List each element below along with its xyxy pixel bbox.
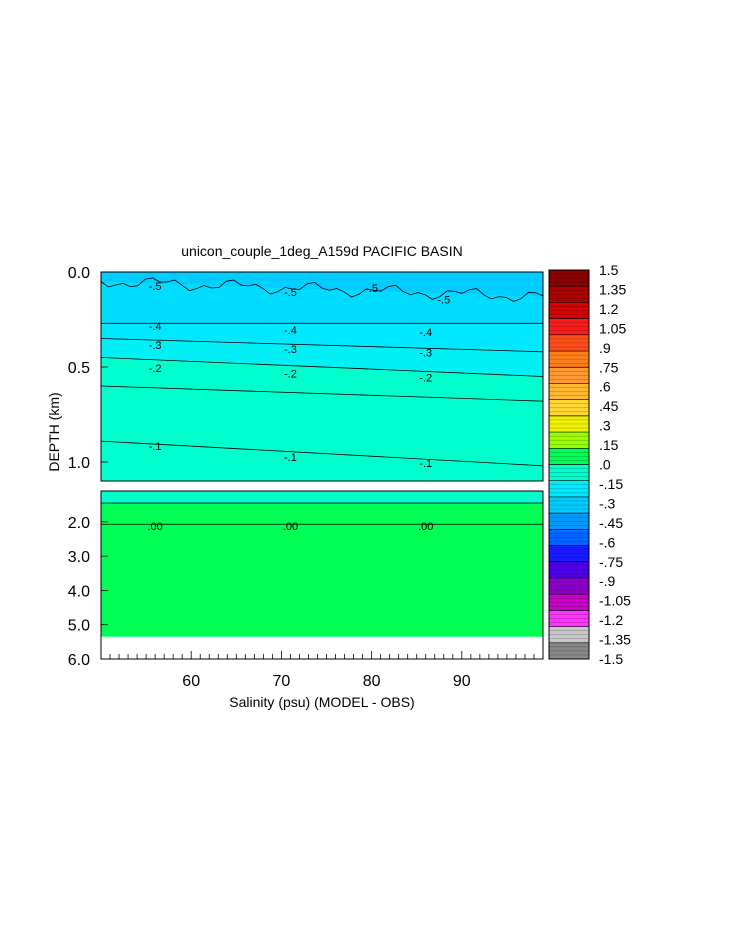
contour-label: -.2 (419, 372, 432, 384)
colorbar-label: -.75 (599, 554, 623, 570)
contour-line--.1 (100, 440, 544, 467)
contour-label: -.3 (284, 344, 297, 356)
contour-label: -.5 (284, 287, 297, 299)
contour-label: -.2 (284, 369, 297, 381)
colorbar-swatch (549, 561, 589, 578)
colorbar-label: .15 (599, 437, 619, 453)
colorbar-swatch (549, 513, 589, 530)
colorbar-swatch (549, 318, 589, 335)
colorbar-swatch (549, 399, 589, 416)
colorbar-swatch (549, 626, 589, 643)
contour-label: -.5 (149, 281, 162, 293)
contour-label: -.1 (419, 458, 432, 470)
y-tick-label: 0.5 (68, 360, 90, 377)
contour-label: -.4 (149, 321, 162, 333)
colorbar-swatch (549, 383, 589, 400)
x-tick-label: 80 (363, 673, 381, 690)
y-tick-label: 5.0 (68, 618, 90, 635)
contour-label: -.1 (284, 452, 297, 464)
colorbar-swatch (549, 270, 589, 287)
colorbar-label: 1.2 (599, 301, 619, 317)
colorbar-swatch (549, 594, 589, 611)
contour-label: -.3 (419, 348, 432, 360)
colorbar-swatch (549, 415, 589, 433)
contour-label: .00 (147, 521, 162, 533)
lower-panel-frame (100, 490, 544, 660)
contour-line--.5 (100, 277, 544, 302)
colorbar-label: -.9 (599, 573, 616, 589)
colorbar-label: .9 (599, 340, 611, 356)
colorbar-frame (548, 269, 590, 660)
colorbar-swatch (549, 351, 589, 368)
colorbar-swatch (549, 480, 589, 497)
y-tick-label: 0.0 (68, 265, 90, 282)
colorbar: 1.5 1.35 1.2 1.05 .9 .75 .6 .45 .3 .15 .0 -.15 -.3 -.… (548, 262, 631, 667)
colorbar-label: .6 (599, 379, 611, 395)
chart-title: unicon_couple_1deg_A159d PACIFIC BASIN (181, 243, 462, 259)
y-tick-label: 2.0 (68, 515, 90, 532)
colorbar-label: -.15 (599, 476, 623, 492)
contour-label: -.2 (149, 363, 162, 375)
x-tick-label: 90 (453, 673, 471, 690)
y-axis: 0.0 0.5 1.0 2.0 3.0 4.0 5.0 6.0 (68, 265, 108, 669)
x-tick-label: 70 (273, 673, 291, 690)
colorbar-swatch (549, 448, 589, 465)
colorbar-label: -1.35 (599, 632, 631, 648)
colorbar-label: 1.35 (599, 281, 626, 297)
upper-panel-frame (100, 271, 544, 482)
fill-band-0-to-0.15 (101, 491, 543, 637)
fill-band--.5 (101, 272, 543, 297)
fill-band-minus-0.15-to-0 (101, 491, 543, 503)
contour-line--.3 (100, 338, 544, 353)
colorbar-label: .3 (599, 418, 611, 434)
lower-panel: .00 .00 .00 (100, 490, 544, 660)
contour-label: .00 (418, 521, 433, 533)
colorbar-label: -1.2 (599, 612, 623, 628)
colorbar-swatch (549, 577, 589, 595)
y-tick-label: 4.0 (68, 583, 90, 600)
colorbar-swatch (549, 496, 589, 514)
colorbar-swatch (549, 545, 589, 562)
contour-label: .00 (283, 521, 298, 533)
x-axis: 60 70 80 90 (109, 651, 535, 690)
colorbar-label: .45 (599, 398, 619, 414)
contour-line--.2 (100, 357, 544, 377)
colorbar-swatch (549, 610, 589, 627)
upper-panel: -.5 -.5 -.5 -.5 -.4 -.4 -.4 -.3 -.3 -.3 -.2 -.2 -.2 -… (100, 271, 544, 482)
colorbar-label: -.6 (599, 534, 616, 550)
contour-label: -.4 (284, 325, 297, 337)
colorbar-swatch (549, 464, 589, 481)
colorbar-label: 1.5 (599, 262, 619, 278)
colorbar-label: -1.5 (599, 651, 623, 667)
colorbar-label: -.3 (599, 495, 616, 511)
contour-line-intermediate (100, 385, 544, 402)
colorbar-swatch (549, 302, 589, 319)
contour-label: -.1 (149, 441, 162, 453)
colorbar-label: .0 (599, 457, 611, 473)
contour-label: -.3 (149, 340, 162, 352)
colorbar-swatch (549, 367, 589, 384)
y-tick-label: 6.0 (68, 652, 90, 669)
y-tick-label: 1.0 (68, 455, 90, 472)
x-tick-label: 60 (182, 673, 200, 690)
colorbar-label: .75 (599, 359, 619, 375)
y-tick-label: 3.0 (68, 549, 90, 566)
colorbar-swatch (549, 286, 589, 303)
colorbar-swatch (549, 529, 589, 546)
colorbar-swatch (549, 334, 589, 352)
colorbar-label: -.45 (599, 515, 623, 531)
colorbar-swatch (549, 432, 589, 449)
contour-label: -.5 (437, 295, 450, 307)
contour-label: -.4 (419, 327, 432, 339)
colorbar-swatch (549, 642, 589, 659)
colorbar-label: -1.05 (599, 593, 631, 609)
colorbar-label: 1.05 (599, 320, 626, 336)
y-axis-label: DEPTH (km) (46, 392, 62, 471)
x-axis-label: Salinity (psu) (MODEL - OBS) (229, 694, 414, 710)
contour-label: -.5 (365, 283, 378, 295)
